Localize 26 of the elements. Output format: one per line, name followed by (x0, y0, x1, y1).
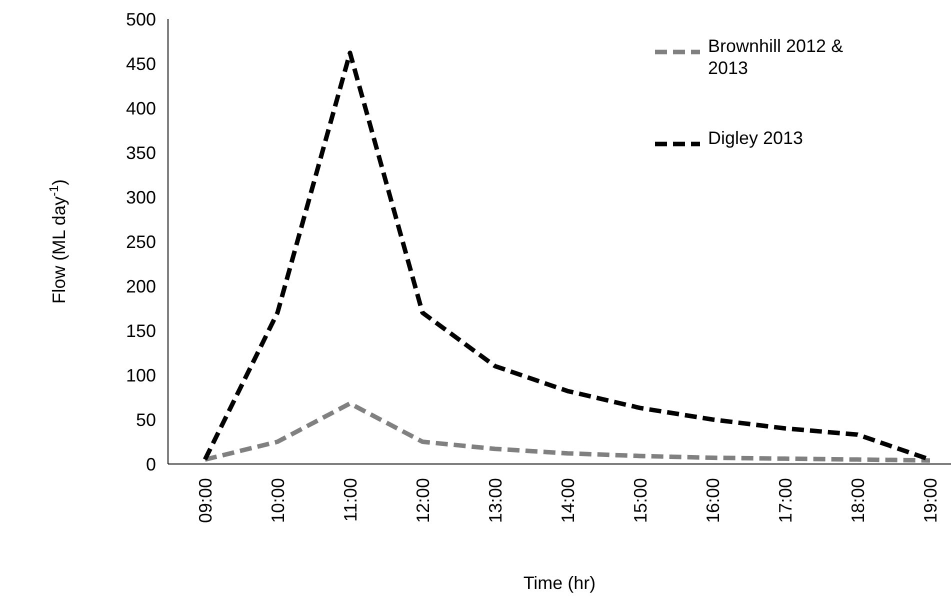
y-tick-label: 100 (126, 365, 156, 386)
x-tick-label: 10:00 (268, 478, 288, 524)
y-tick-label: 400 (126, 98, 156, 118)
x-tick-label: 12:00 (412, 478, 433, 524)
x-tick-label: 15:00 (630, 478, 650, 524)
y-tick-label: 150 (126, 320, 156, 341)
y-tick-label: 50 (136, 410, 156, 430)
x-tick-label: 11:00 (340, 478, 360, 522)
y-tick-label: 200 (126, 276, 156, 296)
x-tick-label: 09:00 (195, 478, 216, 524)
y-tick-label: 500 (126, 9, 156, 30)
x-tick-label: 13:00 (485, 478, 506, 524)
y-tick-label: 300 (126, 187, 156, 208)
legend-label: Brownhill 2012 & 2013 (708, 36, 844, 78)
x-tick-label: 17:00 (775, 478, 796, 524)
y-tick-label: 0 (146, 454, 156, 474)
x-axis-title: Time (hr) (523, 573, 596, 593)
x-tick-label: 14:00 (558, 478, 578, 524)
y-tick-label: 450 (126, 54, 156, 74)
line-series (202, 401, 932, 463)
x-tick-label: 16:00 (702, 478, 723, 524)
legend-label: Digley 2013 (708, 128, 804, 148)
x-tick-label: 18:00 (848, 478, 868, 524)
y-tick-label: 250 (126, 232, 156, 252)
y-tick-label: 350 (126, 142, 156, 163)
x-tick-label: 19:00 (920, 478, 940, 524)
